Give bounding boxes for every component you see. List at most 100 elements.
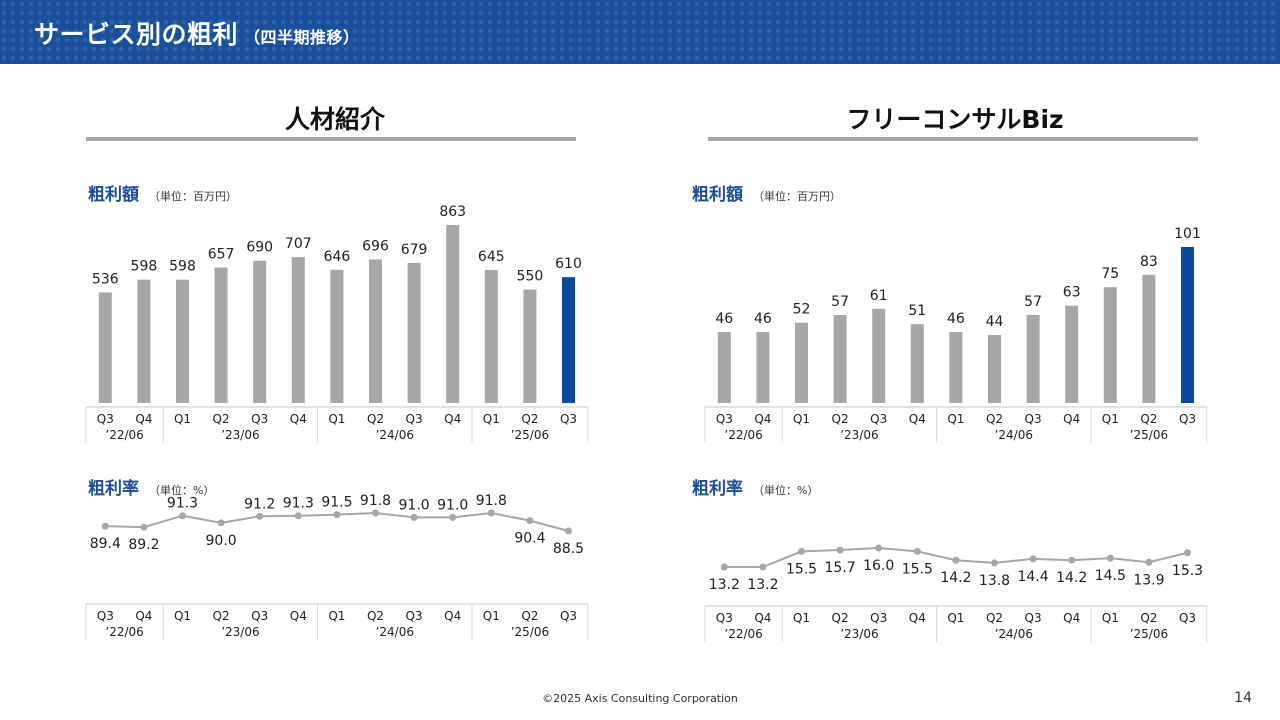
jinzai-gross-profit-bar [214, 267, 228, 403]
freeconsul-margin-point-value-label: 15.5 [902, 561, 933, 577]
jinzai-gross-profit-bar [446, 225, 460, 403]
freeconsul-margin-point-value-label: 15.7 [825, 560, 856, 576]
jinzai-margin-tick-label: Q4 [290, 609, 307, 623]
freeconsul-gross-profit-bar [910, 324, 924, 403]
jinzai-margin-point [333, 511, 341, 519]
jinzai-margin-tick-label: Q3 [251, 609, 268, 623]
jinzai-gross-profit-tick-label: Q3 [406, 412, 423, 426]
jinzai-gross-profit-tick-label: Q3 [97, 412, 114, 426]
freeconsul-gross-profit-bar [795, 322, 808, 403]
jinzai-gross-profit-bar [253, 260, 267, 403]
margin-unit: （単位：%） [149, 484, 215, 497]
section-title-freeconsul: フリーコンサルBiz [846, 105, 1064, 134]
freeconsul-gross-profit-bar [1181, 247, 1194, 403]
jinzai-margin-point-value-label: 89.2 [128, 537, 159, 553]
jinzai-margin-point-value-label: 90.0 [206, 533, 237, 549]
jinzai-margin-point [449, 513, 457, 521]
jinzai-margin-tick-label: Q2 [367, 609, 384, 623]
jinzai-margin-tick-label: Q2 [521, 609, 538, 623]
jinzai-margin-point [410, 513, 418, 521]
jinzai-gross-profit-fiscal-year-label: ’22/06 [105, 428, 143, 442]
jinzai-margin-point-value-label: 90.4 [514, 531, 545, 547]
margin-title: 粗利率 [692, 479, 743, 499]
jinzai-margin-point-value-label: 91.5 [321, 495, 352, 511]
section-title-jinzai: 人材紹介 [284, 105, 385, 134]
freeconsul-gross-profit-bar [1026, 314, 1040, 403]
freeconsul-gross-profit-tick-label: Q3 [716, 412, 733, 426]
jinzai-gross-profit-tick-label: Q1 [328, 412, 345, 426]
freeconsul-gross-profit-bar-value-label: 101 [1174, 226, 1201, 242]
freeconsul-margin-point-value-label: 13.2 [747, 577, 778, 593]
freeconsul-gross-profit-tick-label: Q1 [947, 412, 964, 426]
freeconsul-gross-profit-bar-value-label: 52 [793, 302, 811, 318]
freeconsul-gross-profit-fiscal-year-label: ’24/06 [995, 428, 1033, 442]
freeconsul-margin-point [759, 563, 767, 571]
jinzai-margin-point [256, 512, 264, 520]
freeconsul-margin-point [720, 563, 728, 571]
page-subtitle: （四半期推移） [244, 28, 360, 47]
freeconsul-gross-profit-fiscal-year-label: ’25/06 [1130, 428, 1168, 442]
freeconsul-margin-point-value-label: 15.3 [1172, 563, 1203, 579]
freeconsul-gross-profit-bar [1065, 305, 1079, 403]
jinzai-margin-point-value-label: 91.0 [437, 497, 468, 513]
gross-profit-label-jinzai: 粗利額 （単位：百万円） [88, 180, 237, 205]
section-rule-freeconsul [708, 137, 1198, 141]
margin-label-jinzai: 粗利率 （単位：%） [88, 474, 214, 499]
jinzai-gross-profit-tick-label: Q1 [174, 412, 191, 426]
jinzai-margin-point [101, 522, 109, 530]
freeconsul-margin-point [1184, 549, 1191, 557]
freeconsul-margin-point-value-label: 13.9 [1133, 572, 1164, 588]
jinzai-gross-profit-bar [523, 289, 537, 403]
freeconsul-margin-point [798, 547, 805, 555]
jinzai-margin-point [565, 527, 572, 535]
jinzai-gross-profit-bar [291, 257, 305, 403]
page-number: 14 [1234, 690, 1252, 706]
freeconsul-gross-profit-bar-value-label: 61 [870, 288, 888, 304]
margin-unit: （単位：%） [753, 484, 819, 497]
jinzai-gross-profit-bar [330, 269, 344, 403]
jinzai-margin-tick-label: Q3 [97, 609, 114, 623]
jinzai-margin-tick-label: Q4 [444, 609, 461, 623]
jinzai-gross-profit-tick-label: Q2 [213, 412, 230, 426]
jinzai-margin-tick-label: Q1 [483, 609, 500, 623]
freeconsul-margin-tick-label: Q1 [793, 611, 810, 625]
jinzai-margin-tick-label: Q1 [328, 609, 345, 623]
jinzai-margin-point [526, 517, 534, 525]
jinzai-gross-profit-bar-value-label: 696 [362, 238, 389, 254]
freeconsul-gross-profit-tick-label: Q2 [1140, 412, 1157, 426]
freeconsul-gross-profit-bar [949, 331, 963, 403]
jinzai-gross-profit-tick-label: Q4 [135, 412, 152, 426]
freeconsul-margin-point [1145, 558, 1153, 566]
freeconsul-gross-profit-tick-label: Q3 [1179, 412, 1196, 426]
freeconsul-margin-point-value-label: 13.8 [979, 573, 1010, 589]
gross-profit-unit: （単位：百万円） [149, 190, 237, 203]
freeconsul-margin-point [913, 547, 921, 555]
freeconsul-gross-profit-tick-label: Q3 [870, 412, 887, 426]
freeconsul-gross-profit-bar-value-label: 46 [947, 311, 965, 327]
freeconsul-margin-tick-label: Q3 [870, 611, 887, 625]
freeconsul-gross-profit-tick-label: Q4 [754, 412, 771, 426]
jinzai-gross-profit-fiscal-year-label: ’25/06 [511, 428, 549, 442]
jinzai-gross-profit-bar-value-label: 863 [439, 204, 466, 220]
gross-profit-label-freeconsul: 粗利額 （単位：百万円） [692, 180, 841, 205]
jinzai-gross-profit-bar-value-label: 679 [401, 242, 428, 258]
jinzai-gross-profit-bar [176, 279, 189, 403]
freeconsul-margin-point-value-label: 15.5 [786, 561, 817, 577]
freeconsul-gross-profit-tick-label: Q2 [832, 412, 849, 426]
freeconsul-gross-profit-tick-label: Q1 [793, 412, 810, 426]
freeconsul-margin-point [1068, 556, 1076, 564]
jinzai-gross-profit-fiscal-year-label: ’23/06 [221, 428, 259, 442]
jinzai-gross-profit-tick-label: Q2 [521, 412, 538, 426]
margin-label-freeconsul: 粗利率 （単位：%） [692, 474, 818, 499]
freeconsul-margin-point [952, 556, 960, 564]
freeconsul-margin-point [991, 559, 998, 567]
freeconsul-gross-profit-bar-value-label: 44 [986, 314, 1004, 330]
jinzai-margin-point-value-label: 91.0 [399, 497, 430, 513]
jinzai-gross-profit-bar-value-label: 646 [324, 249, 351, 265]
freeconsul-gross-profit-bar-value-label: 63 [1063, 285, 1081, 301]
gross-profit-unit: （単位：百万円） [753, 190, 841, 203]
jinzai-gross-profit-bar-value-label: 536 [92, 271, 119, 287]
freeconsul-gross-profit-bar [756, 331, 770, 403]
jinzai-margin-point [179, 512, 186, 520]
